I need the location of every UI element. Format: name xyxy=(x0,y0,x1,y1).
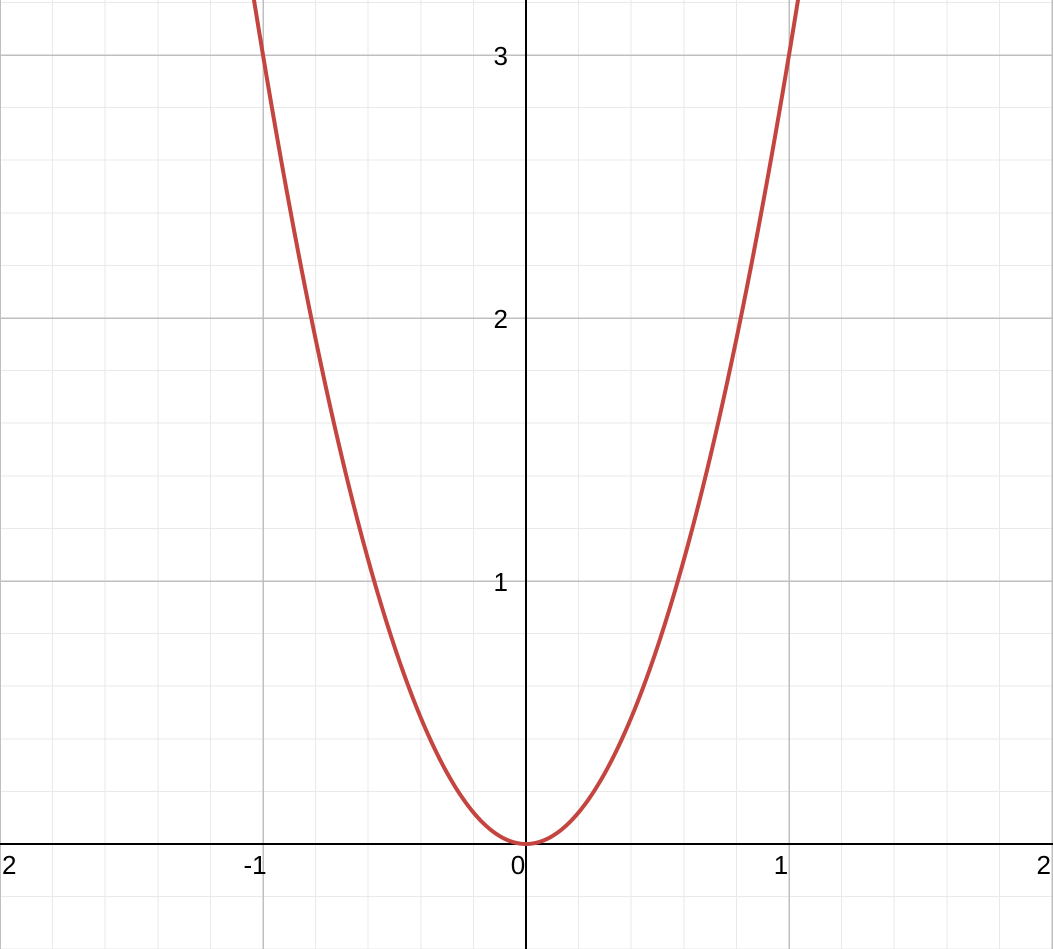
y-tick-label: 3 xyxy=(494,41,508,71)
x-tick-label: 2 xyxy=(1037,850,1051,880)
x-tick-label: 2 xyxy=(2,850,16,880)
y-tick-label: 2 xyxy=(494,304,508,334)
x-tick-label: -1 xyxy=(243,850,266,880)
x-tick-label: 0 xyxy=(511,850,525,880)
chart-svg: 2 -1 0 1 2 1 2 3 xyxy=(0,0,1053,949)
x-tick-label: 1 xyxy=(774,850,788,880)
parabola-chart: 2 -1 0 1 2 1 2 3 xyxy=(0,0,1053,949)
y-tick-label: 1 xyxy=(494,567,508,597)
